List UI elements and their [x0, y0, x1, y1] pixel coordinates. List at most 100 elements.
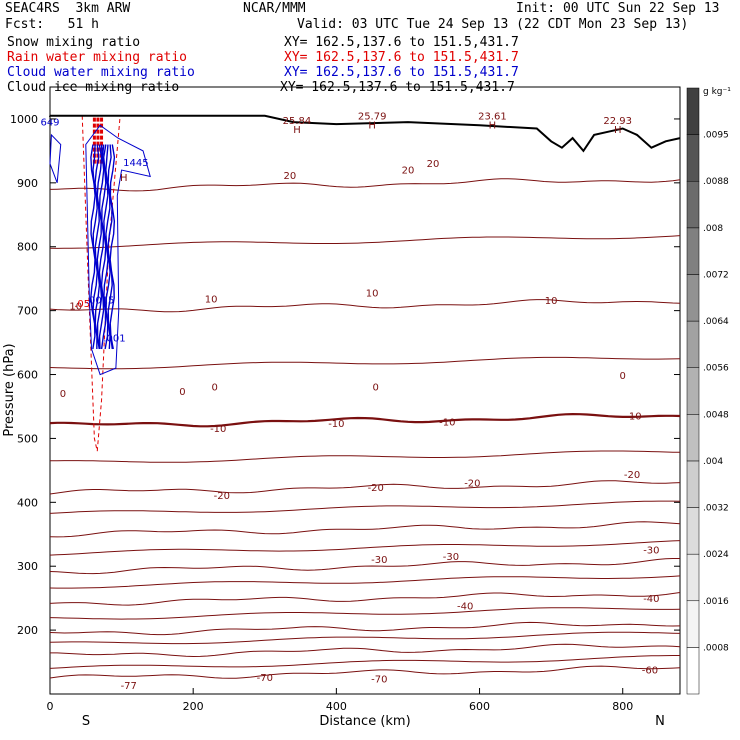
contour-label: -20 — [368, 483, 384, 494]
contour-label: -10 — [625, 411, 641, 422]
colorbar-swatch — [686, 180, 700, 229]
north-label: N — [655, 714, 665, 729]
south-label: S — [82, 714, 90, 729]
y-tick-label: 800 — [17, 241, 38, 254]
cloud-contours — [49, 124, 151, 376]
high-marker: H — [120, 173, 128, 184]
rain-label: Rain water mixing ratio — [7, 50, 188, 65]
cloud-core-line — [105, 144, 111, 350]
temperature-contours — [49, 178, 681, 679]
x-tick-label: 200 — [183, 700, 204, 713]
contour-label: -20 — [464, 478, 480, 489]
cloud-label: 649 — [40, 117, 59, 128]
contour-labels: -77 -70 -70 -60 -40 -40 -30 -30 -30 -20 -20 -20 -20 -… — [40, 112, 659, 692]
y-tick-label: 400 — [17, 496, 38, 509]
isotherm-intermediate — [49, 575, 681, 589]
isotherm--60 — [50, 643, 681, 658]
cloud-label: .001 — [103, 333, 125, 344]
model-name: SEAC4RS 3km ARW — [5, 1, 131, 16]
plot-frame — [49, 86, 681, 695]
contour-label: 10 — [69, 301, 82, 312]
isotherm--70 — [49, 665, 681, 679]
isotherm--50 — [49, 621, 681, 636]
cloud-core-line — [92, 144, 98, 349]
cloud-contour-edge — [49, 133, 62, 184]
surface-terrain — [49, 114, 681, 153]
isotherm-intermediate — [49, 631, 681, 645]
isotherm--10 — [49, 480, 681, 495]
contour-label: 0 — [60, 389, 66, 400]
contour-label: 10 — [366, 289, 379, 300]
x-tick-label: 400 — [326, 700, 347, 713]
isotherm-intermediate — [49, 450, 681, 463]
contour-label: -30 — [371, 555, 387, 566]
isotherm-intermediate — [49, 500, 681, 514]
isotherm-0 — [49, 412, 681, 428]
contour-label: -20 — [624, 470, 640, 481]
x-tick-label: 800 — [612, 700, 633, 713]
x-axis-label: Distance (km) — [319, 714, 410, 729]
y-tick-label: 500 — [17, 432, 38, 445]
colorbar-level: .0072 — [703, 270, 729, 280]
y-tick-label: 200 — [17, 624, 38, 637]
y-tick-label: 700 — [17, 305, 38, 318]
contour-label: -30 — [443, 552, 459, 563]
colorbar-level: .0024 — [703, 550, 729, 560]
high-value: 22.93 — [603, 116, 632, 127]
x-tick-label: 0 — [47, 700, 54, 713]
high-value: 23.61 — [478, 112, 507, 123]
y-tick-label: 600 — [17, 369, 38, 382]
isotherm-intermediate — [49, 655, 680, 669]
colorbar: .0008 .0016 .0024 .0032 .004 .0048 .0056 .0064.… — [686, 87, 729, 695]
contour-label: 0 — [211, 383, 217, 394]
colorbar-swatch — [686, 414, 700, 462]
contour-label: -30 — [643, 545, 659, 556]
isotherm--30 — [49, 558, 680, 575]
colorbar-swatch — [686, 460, 700, 508]
cloud-core-line — [96, 144, 103, 350]
isotherm-intermediate — [49, 235, 681, 249]
colorbar-swatch — [686, 647, 700, 695]
cloud-contour-outer — [85, 124, 151, 376]
terrain-line — [49, 114, 681, 153]
high-value: 25.84 — [283, 116, 312, 127]
cloud-core-line — [100, 144, 107, 350]
colorbar-level: .0095 — [703, 131, 729, 141]
colorbar-level: .0016 — [703, 597, 729, 607]
x-tick-label: 600 — [469, 700, 490, 713]
colorbar-level: .004 — [703, 457, 723, 467]
contour-label: -40 — [643, 594, 659, 605]
contour-label: -20 — [214, 491, 230, 502]
cloud-label: 1445 — [123, 158, 148, 169]
isotherm-intermediate — [49, 540, 681, 556]
colorbar-swatch — [686, 600, 700, 648]
snow-label: Snow mixing ratio — [7, 35, 141, 50]
colorbar-swatch — [686, 87, 700, 135]
contour-label: 10 — [205, 294, 218, 305]
rain-xy: XY= 162.5,137.6 to 151.5,431.7 — [284, 50, 519, 65]
high-marker: H — [614, 125, 622, 136]
isotherm--20 — [49, 521, 681, 538]
cloud-core-line — [98, 144, 105, 349]
cloud-water-xy: XY= 162.5,137.6 to 151.5,431.7 — [284, 65, 519, 80]
high-value: 25.79 — [358, 112, 387, 123]
colorbar-swatch — [686, 227, 700, 275]
contour-label: -10 — [210, 424, 226, 435]
axes: 0 200 400 600 800200300400500600700800900100… — [10, 113, 680, 713]
y-tick-label: 900 — [17, 177, 38, 190]
snow-xy: XY= 162.5,137.6 to 151.5,431.7 — [284, 35, 519, 50]
isotherm--40 — [49, 592, 681, 606]
cloud-label: .0015 — [86, 296, 115, 307]
colorbar-level: .0008 — [703, 643, 729, 653]
cloud-core-line — [94, 144, 101, 350]
contour-label: -70 — [371, 674, 387, 685]
contour-label: -70 — [257, 673, 273, 684]
y-axis-label: Pressure (hPa) — [2, 343, 17, 436]
isotherm-20 — [49, 178, 681, 192]
contour-label: 0 — [179, 387, 185, 398]
contour-label: 20 — [283, 171, 296, 182]
high-marker: H — [293, 125, 301, 136]
colorbar-swatch — [686, 320, 700, 368]
center-name: NCAR/MMM — [243, 1, 306, 16]
colorbar-level: .0032 — [703, 504, 729, 514]
